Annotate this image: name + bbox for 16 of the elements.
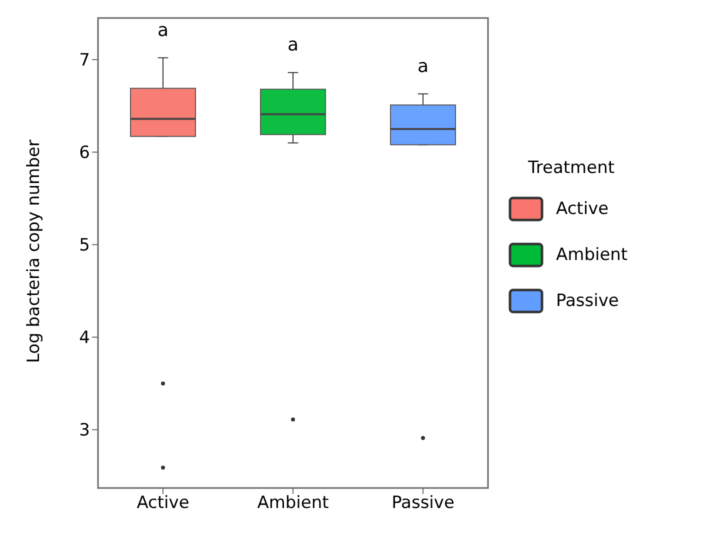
y-tick-label: 7 [79, 50, 90, 71]
annotation: a [287, 34, 299, 56]
legend-title: Treatment [528, 158, 616, 178]
y-tick-label: 6 [79, 143, 90, 164]
y-tick-label: 4 [79, 328, 90, 348]
legend-label: Active [556, 199, 609, 219]
x-tick-label: Active [136, 493, 190, 514]
y-tick-label: 5 [79, 236, 90, 256]
y-axis-title: Log bacteria copy number [24, 140, 44, 363]
annotation: a [157, 20, 169, 41]
annotation: a [417, 56, 429, 77]
x-tick-label: Ambient [257, 493, 330, 514]
y-tick-label: 3 [79, 420, 90, 441]
legend-label: Passive [556, 291, 619, 311]
legend-label: Ambient [556, 245, 628, 265]
x-tick-label: Passive [392, 493, 454, 514]
